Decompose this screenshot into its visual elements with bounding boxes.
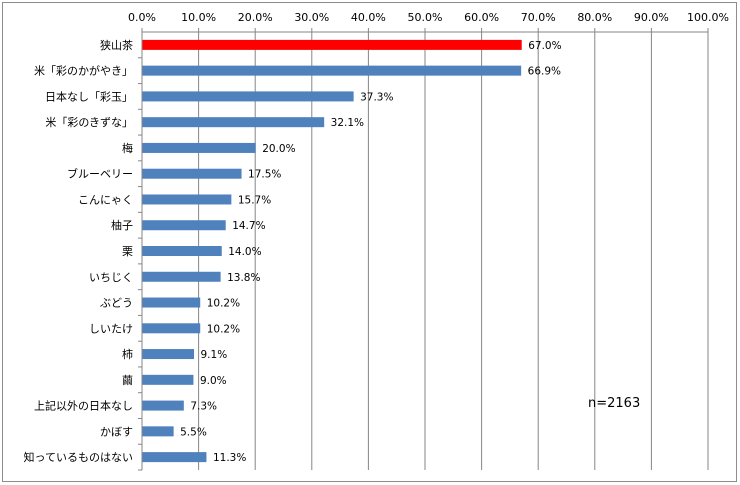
value-label: 17.5% <box>248 169 281 181</box>
bar <box>142 246 222 256</box>
category-label: 栗 <box>122 245 133 258</box>
x-tick-label: 90.0% <box>634 11 669 24</box>
gridlines <box>138 28 709 471</box>
x-tick-label: 60.0% <box>464 11 499 24</box>
x-tick-label: 0.0% <box>128 11 156 24</box>
bar <box>142 271 221 282</box>
x-tick-label: 70.0% <box>521 11 556 24</box>
x-axis-tick-labels: 0.0% 10.0% 20.0% 30.0% 40.0% 50.0% 60.0% 70.0% 8… <box>128 11 729 24</box>
category-label: こんにゃく <box>78 193 133 206</box>
bar <box>142 426 174 437</box>
x-tick-label: 10.0% <box>181 11 216 24</box>
value-label: 37.3% <box>360 91 393 103</box>
value-label: 10.2% <box>207 323 240 335</box>
value-label: 14.0% <box>228 246 261 258</box>
value-label: 5.5% <box>180 426 207 438</box>
value-label: 11.3% <box>213 452 246 464</box>
value-label: 67.0% <box>528 40 561 52</box>
bar <box>142 452 207 463</box>
bar <box>142 374 194 385</box>
category-labels: 狭山茶米「彩のかがやき」日本なし「彩玉」米「彩のきずな」梅ブルーベリーこんにゃく… <box>24 39 133 464</box>
bar <box>142 323 201 334</box>
bar <box>142 142 256 153</box>
bar <box>142 117 325 128</box>
bar <box>142 91 354 102</box>
category-label: 柿 <box>122 347 133 361</box>
bar <box>142 349 195 360</box>
category-label: 日本なし「彩玉」 <box>45 89 133 103</box>
value-labels: 67.0% 66.9% 37.3% 32.1% 20.0% 17.5% 15.7% 14.7%… <box>180 40 561 464</box>
category-label: 米「彩のきずな」 <box>45 116 133 129</box>
category-label: 柚子 <box>111 218 133 232</box>
bars <box>142 39 522 463</box>
x-tick-label: 50.0% <box>408 11 443 24</box>
bar <box>142 168 242 179</box>
category-label: 狭山茶 <box>100 39 133 52</box>
value-label: 15.7% <box>238 194 271 206</box>
x-tick-label: 80.0% <box>577 11 612 24</box>
sample-size-note: n=2163 <box>588 396 640 411</box>
x-tick-label: 100.0% <box>687 11 729 24</box>
category-label: 上記以外の日本なし <box>34 399 133 413</box>
value-label: 14.7% <box>232 220 265 232</box>
category-label: 知っているものはない <box>24 450 133 464</box>
category-label: 梅 <box>122 141 133 155</box>
value-label: 9.0% <box>200 375 227 387</box>
value-label: 9.1% <box>201 349 228 361</box>
bar <box>142 194 232 205</box>
bar <box>142 39 522 50</box>
category-label: かぼす <box>100 425 133 438</box>
bar <box>142 220 226 231</box>
value-label: 32.1% <box>331 117 364 129</box>
category-label: 米「彩のかがやき」 <box>34 64 133 78</box>
value-label: 10.2% <box>207 298 240 310</box>
x-tick-label: 40.0% <box>351 11 386 24</box>
category-label: 繭 <box>122 373 133 387</box>
bar <box>142 400 184 411</box>
category-label: いちじく <box>89 271 133 284</box>
x-tick-label: 30.0% <box>294 11 329 24</box>
bar <box>142 65 522 76</box>
category-label: しいたけ <box>89 322 133 335</box>
category-label: ぶどう <box>100 297 133 310</box>
category-label: ブルーベリー <box>67 167 133 181</box>
value-label: 20.0% <box>262 143 295 155</box>
value-label: 7.3% <box>190 401 217 413</box>
x-tick-label: 20.0% <box>238 11 273 24</box>
bar <box>142 297 201 308</box>
value-label: 66.9% <box>528 66 561 78</box>
value-label: 13.8% <box>227 272 260 284</box>
